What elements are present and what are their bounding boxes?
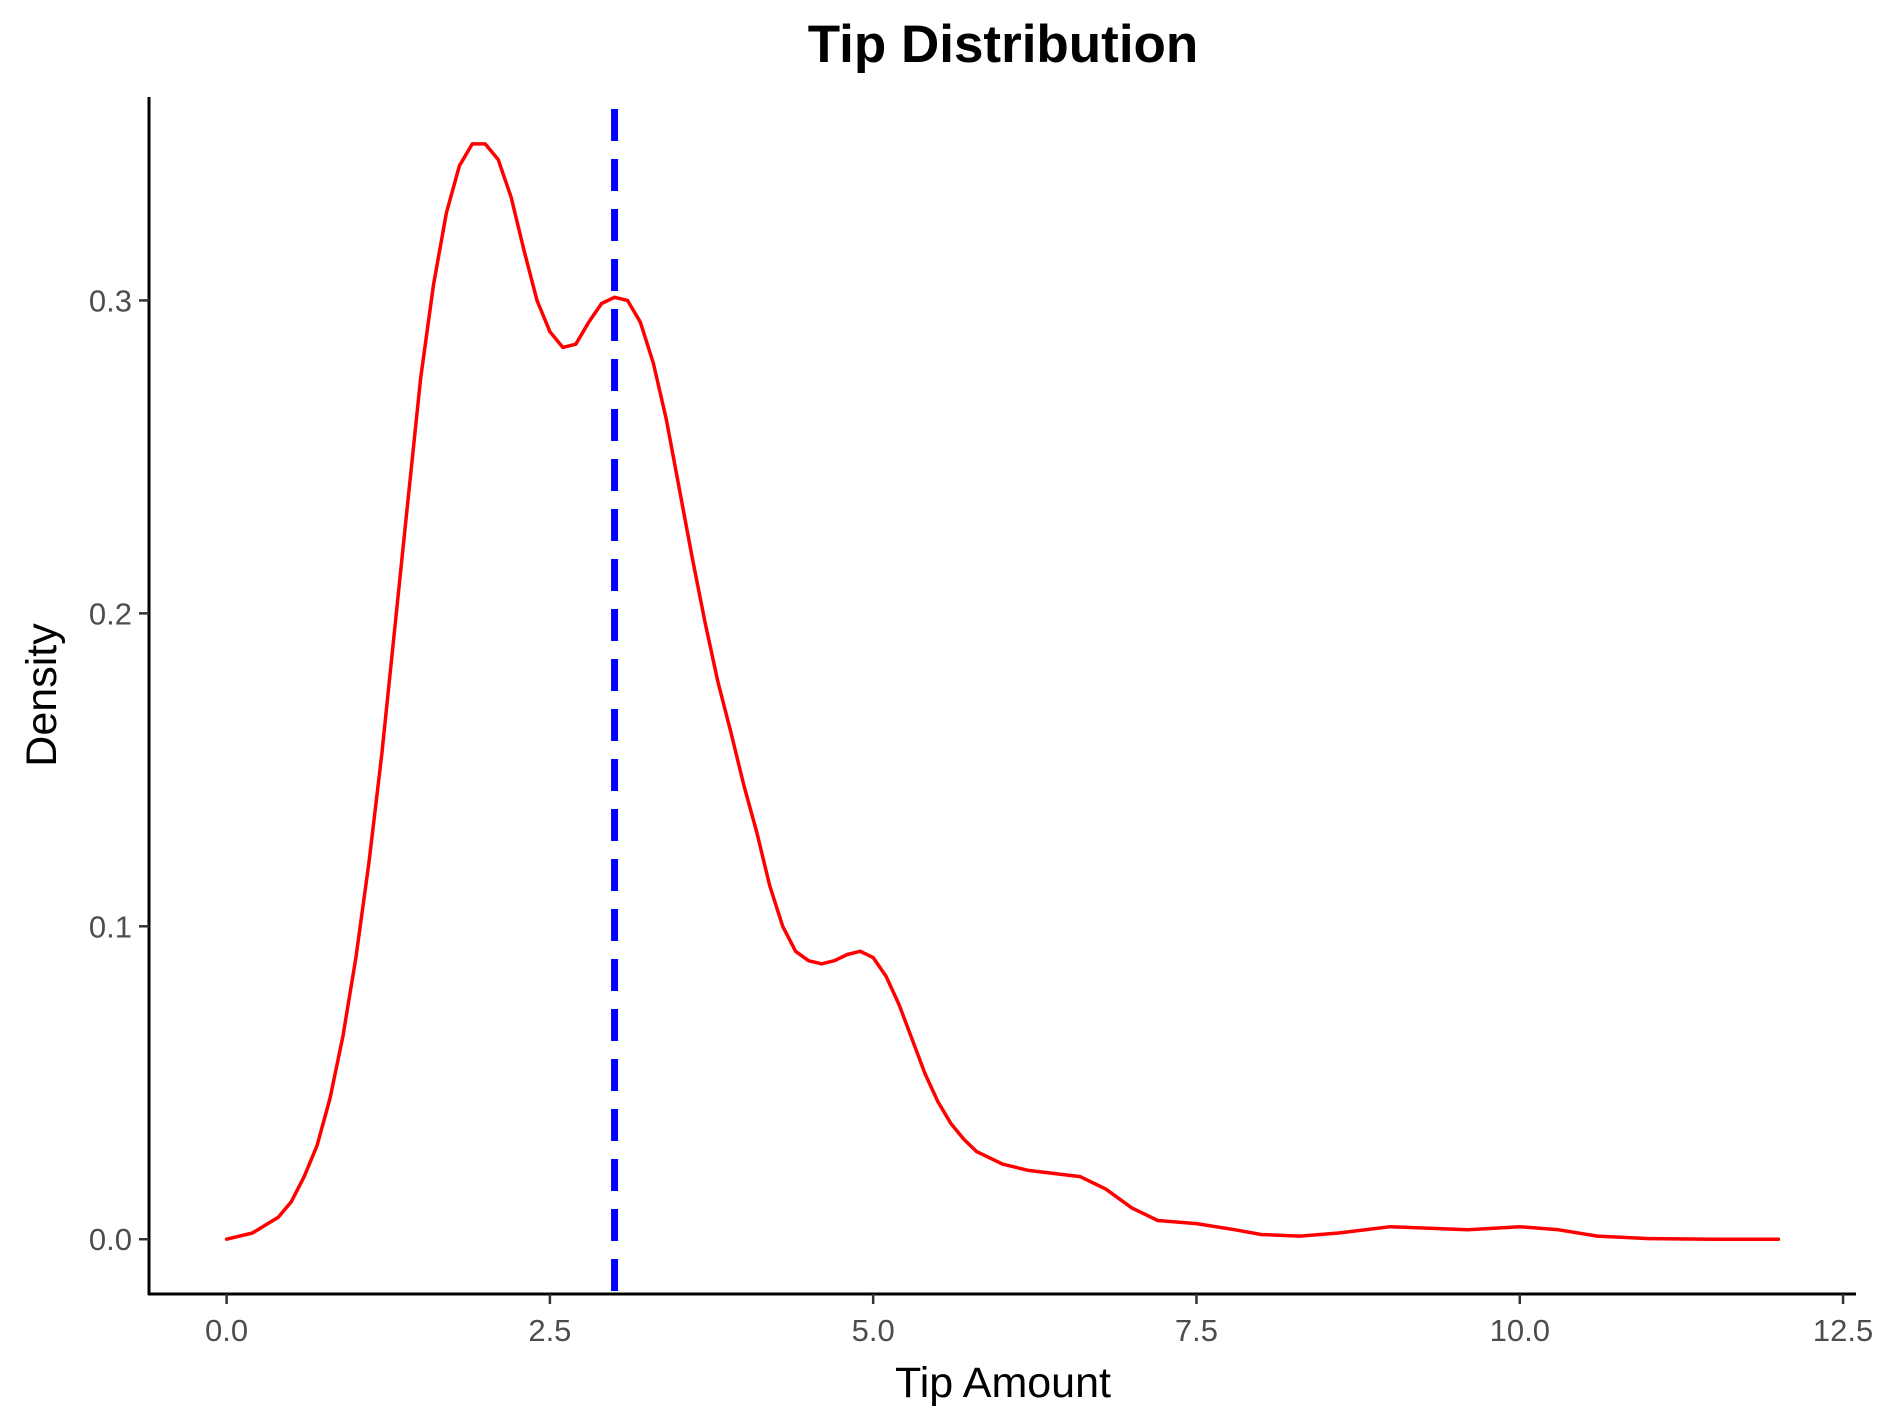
y-tick-label: 0.2 <box>89 596 132 631</box>
y-axis-ticks: 0.0 0.1 0.2 0.3 <box>89 283 149 1257</box>
y-tick-label: 0.3 <box>89 283 132 318</box>
x-tick-label: 10.0 <box>1490 1313 1550 1348</box>
x-axis-title: Tip Amount <box>895 1359 1111 1407</box>
density-curve-0 <box>224 142 1781 1241</box>
x-tick-label: 7.5 <box>1175 1313 1218 1348</box>
plot-area <box>224 109 1781 1294</box>
y-tick-label: 0.0 <box>89 1222 132 1257</box>
x-tick-label: 5.0 <box>852 1313 895 1348</box>
x-tick-label: 12.5 <box>1813 1313 1873 1348</box>
y-axis-title: Density <box>18 623 66 767</box>
y-tick-label: 0.1 <box>89 909 132 944</box>
chart-title: Tip Distribution <box>808 15 1199 74</box>
x-tick-label: 0.0 <box>205 1313 248 1348</box>
x-axis-ticks: 0.0 2.5 5.0 7.5 10.0 12.5 <box>205 1294 1873 1348</box>
x-tick-label: 2.5 <box>528 1313 571 1348</box>
